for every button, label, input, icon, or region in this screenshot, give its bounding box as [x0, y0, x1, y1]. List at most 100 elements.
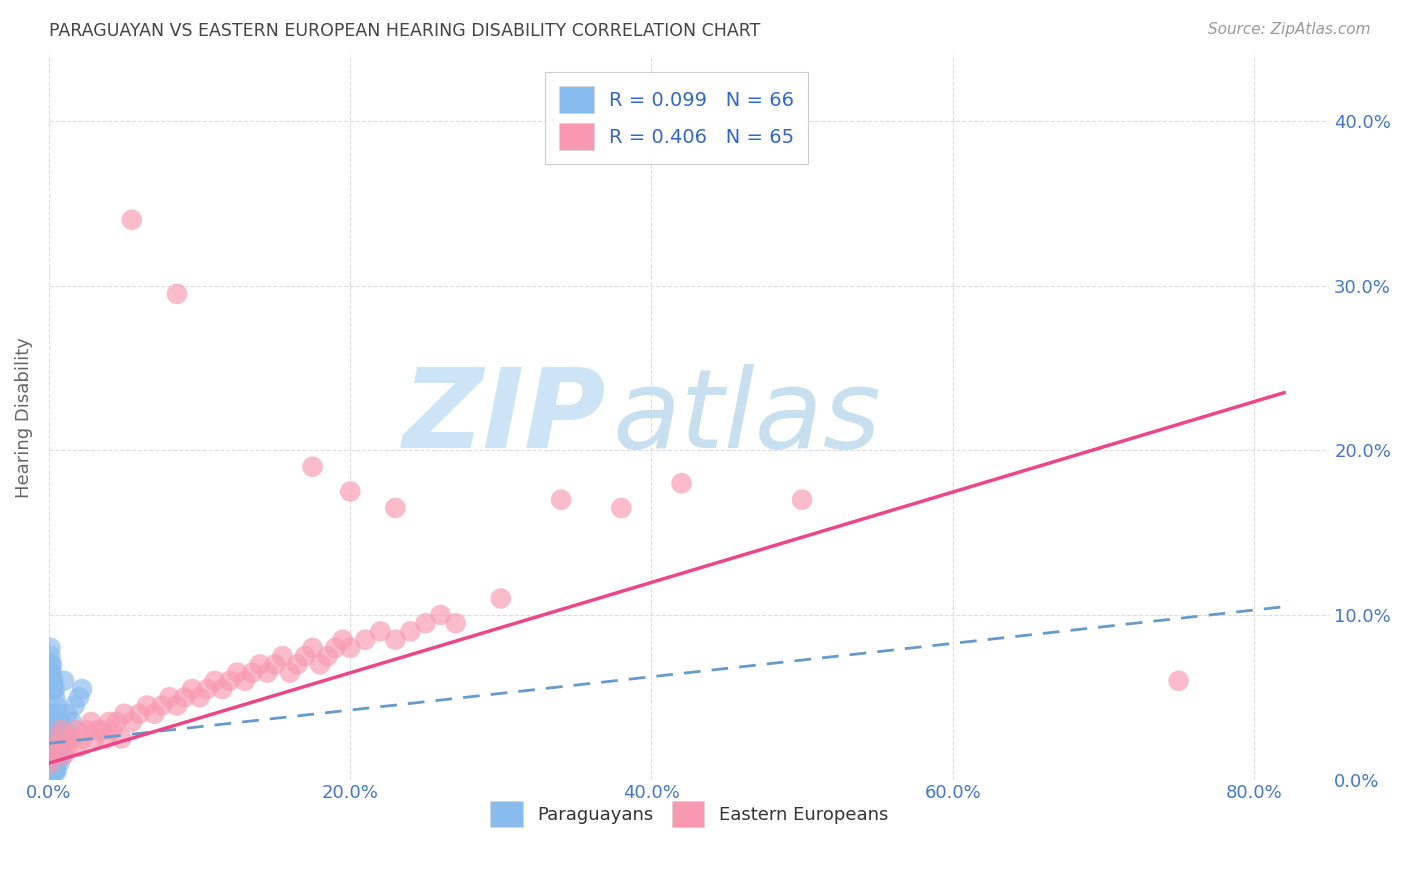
Point [339, 484, 361, 499]
Point [86, 723, 108, 738]
Point [384, 632, 406, 647]
Point [354, 632, 377, 647]
Point [39, 714, 62, 729]
Point [53, 723, 76, 738]
Point [128, 706, 150, 721]
Point [39, 640, 62, 655]
Point [42, 681, 65, 696]
Point [429, 607, 451, 622]
Point [41, 756, 63, 771]
Point [173, 690, 195, 705]
Point [53, 673, 76, 688]
Point [39, 756, 62, 771]
Point [83, 731, 105, 746]
Point [39, 764, 62, 779]
Point [42, 747, 65, 762]
Point [370, 624, 392, 639]
Point [44, 764, 66, 779]
Point [80, 714, 103, 729]
Point [41, 747, 63, 762]
Text: atlas: atlas [612, 364, 882, 471]
Point [56, 739, 79, 754]
Point [67, 690, 90, 705]
Point [41, 756, 63, 771]
Point [489, 591, 512, 606]
Point [790, 492, 813, 507]
Point [65, 723, 87, 738]
Point [110, 731, 132, 746]
Point [63, 698, 86, 713]
Point [42, 756, 65, 771]
Point [218, 673, 240, 688]
Point [60, 714, 83, 729]
Point [39, 756, 62, 771]
Point [49, 723, 72, 738]
Point [166, 286, 188, 301]
Point [76, 723, 98, 738]
Point [44, 756, 66, 771]
Point [143, 706, 166, 721]
Point [301, 459, 323, 474]
Point [301, 640, 323, 655]
Point [271, 649, 294, 664]
Point [42, 747, 65, 762]
Point [45, 764, 67, 779]
Point [48, 756, 70, 771]
Point [444, 616, 467, 631]
Point [45, 698, 67, 713]
Point [44, 739, 66, 754]
Point [39, 731, 62, 746]
Point [39, 756, 62, 771]
Point [58, 731, 80, 746]
Point [70, 731, 93, 746]
Point [41, 764, 63, 779]
Point [42, 723, 65, 738]
Point [105, 714, 128, 729]
Point [49, 739, 72, 754]
Point [44, 690, 66, 705]
Point [399, 624, 422, 639]
Point [233, 673, 256, 688]
Point [42, 747, 65, 762]
Point [42, 673, 65, 688]
Point [671, 476, 693, 491]
Point [278, 665, 301, 680]
Point [39, 739, 62, 754]
Point [159, 690, 181, 705]
Point [240, 665, 263, 680]
Point [264, 657, 287, 672]
Point [1167, 673, 1189, 688]
Point [42, 739, 65, 754]
Point [294, 649, 316, 664]
Point [41, 739, 63, 754]
Point [42, 764, 65, 779]
Point [44, 747, 66, 762]
Point [45, 739, 67, 754]
Point [39, 747, 62, 762]
Point [42, 756, 65, 771]
Point [70, 681, 93, 696]
Point [60, 731, 83, 746]
Point [46, 739, 69, 754]
Point [48, 731, 70, 746]
Text: PARAGUAYAN VS EASTERN EUROPEAN HEARING DISABILITY CORRELATION CHART: PARAGUAYAN VS EASTERN EUROPEAN HEARING D… [49, 22, 761, 40]
Point [112, 706, 135, 721]
Point [39, 723, 62, 738]
Point [256, 665, 278, 680]
Point [316, 649, 339, 664]
Point [41, 714, 63, 729]
Point [90, 723, 112, 738]
Point [339, 640, 361, 655]
Point [41, 706, 63, 721]
Point [39, 747, 62, 762]
Point [48, 747, 70, 762]
Point [610, 500, 633, 515]
Point [56, 706, 79, 721]
Point [135, 698, 157, 713]
Point [67, 739, 90, 754]
Point [41, 665, 63, 680]
Point [41, 657, 63, 672]
Point [39, 657, 62, 672]
Point [41, 673, 63, 688]
Point [550, 492, 572, 507]
